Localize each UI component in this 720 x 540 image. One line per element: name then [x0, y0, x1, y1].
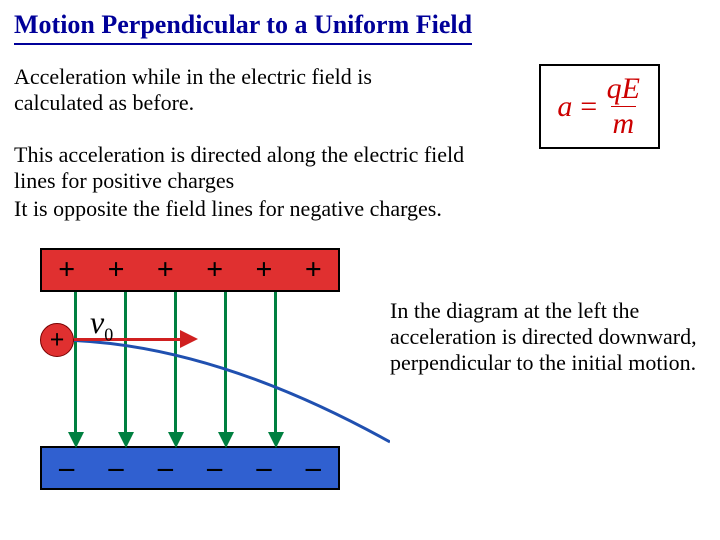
plus-symbol: + [206, 253, 223, 287]
trajectory-curve [30, 292, 390, 492]
page-title: Motion Perpendicular to a Uniform Field [14, 10, 472, 45]
trajectory-path [58, 340, 390, 442]
plus-symbol: + [255, 253, 272, 287]
formula-numerator: qE [605, 74, 642, 106]
velocity-arrow-head [180, 330, 198, 348]
formula-eq: = [578, 90, 598, 124]
formula-lhs: a [557, 90, 572, 124]
acceleration-formula: a = qE m [557, 74, 642, 139]
velocity-label: v0 [90, 304, 113, 345]
formula-box: a = qE m [539, 64, 660, 149]
positive-charge: + [40, 323, 74, 357]
paragraph-3: It is opposite the field lines for negat… [14, 196, 554, 222]
positive-plate: + + + + + + [40, 248, 340, 292]
plus-symbol: + [305, 253, 322, 287]
plus-symbol: + [107, 253, 124, 287]
paragraph-2: This acceleration is directed along the … [14, 142, 474, 194]
plus-symbol: + [157, 253, 174, 287]
formula-denominator: m [611, 106, 637, 139]
paragraph-1: Acceleration while in the electric field… [14, 64, 414, 116]
diagram-caption: In the diagram at the left the accelerat… [390, 298, 700, 376]
velocity-v: v [90, 304, 104, 340]
formula-fraction: qE m [605, 74, 642, 139]
velocity-sub: 0 [104, 324, 113, 344]
field-diagram: ++++++ –––––– + v0 [30, 248, 370, 498]
plus-symbol: + [58, 253, 75, 287]
